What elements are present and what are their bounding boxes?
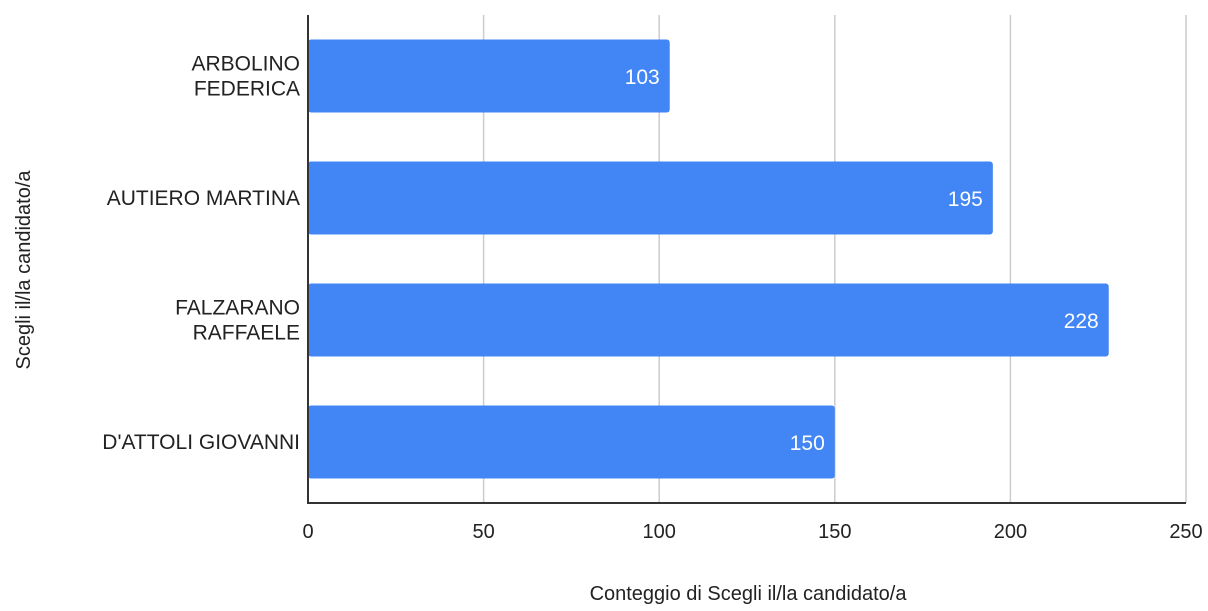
bar xyxy=(308,161,993,235)
bar xyxy=(308,39,670,113)
axes xyxy=(307,15,1186,504)
x-tick-label: 250 xyxy=(1169,521,1202,543)
category-label: RAFFAELE xyxy=(193,322,300,345)
bar xyxy=(308,405,835,479)
y-axis-title: Scegli il/la candidato/a xyxy=(13,170,35,370)
data-label: 228 xyxy=(1064,310,1099,333)
tick-labels: 0 50 100 150 200 250 xyxy=(302,521,1202,543)
x-tick-label: 100 xyxy=(643,521,676,543)
x-tick-label: 0 xyxy=(302,521,313,543)
x-tick-label: 200 xyxy=(994,521,1027,543)
category-label: FALZARANO xyxy=(175,297,300,320)
x-tick-label: 150 xyxy=(818,521,851,543)
category-label: D'ATTOLI GIOVANNI xyxy=(102,431,300,454)
x-axis-title: Conteggio di Scegli il/la candidato/a xyxy=(590,583,908,605)
data-label: 103 xyxy=(625,66,660,89)
category-label: FEDERICA xyxy=(194,78,300,101)
x-tick-label: 50 xyxy=(472,521,494,543)
data-label: 150 xyxy=(790,432,825,455)
category-label: AUTIERO MARTINA xyxy=(107,187,300,210)
bars: 103 195 228 150 xyxy=(308,39,1109,479)
data-label: 195 xyxy=(948,188,983,211)
category-label: ARBOLINO xyxy=(191,53,300,76)
bar xyxy=(308,283,1109,357)
